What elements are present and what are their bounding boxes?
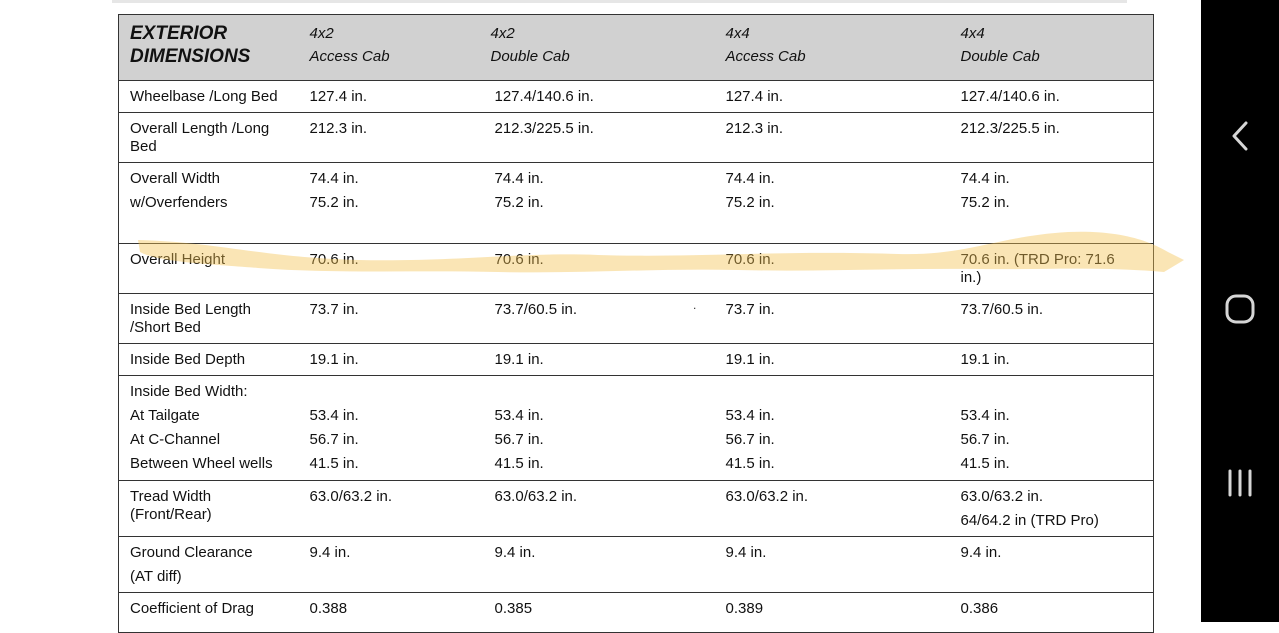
cell-value: 0.389 [725,592,961,633]
cell-value: 73.7/60.5 in. [960,293,1154,344]
cell-value: 9.4 in. [960,536,1154,593]
cell-value: 212.3/225.5 in. [960,112,1154,163]
row-label: Overall Height [118,243,310,294]
cell-value: 9.4 in. [309,536,491,593]
home-icon [1225,294,1255,324]
cell-value: 0.386 [960,592,1154,633]
cell-value: 74.4 in. 75.2 in. [960,162,1154,244]
table-row: Overall Height 70.6 in. 70.6 in. 70.6 in… [118,243,1154,294]
home-button[interactable] [1201,286,1279,332]
back-button[interactable] [1201,113,1279,159]
cell-value: 63.0/63.2 in. 64/64.2 in (TRD Pro) [960,480,1154,537]
cell-value: 74.4 in. 75.2 in. [725,162,961,244]
cell-value: 9.4 in. [725,536,961,593]
cell-value: 73.7 in. [309,293,491,344]
cell-value: 53.4 in. 56.7 in. 41.5 in. [960,375,1154,481]
cell-value: 127.4 in. [309,80,491,113]
cell-value: 70.6 in. [725,243,961,294]
cell-value: 127.4/140.6 in. [960,80,1154,113]
row-label: Tread Width (Front/Rear) [118,480,310,537]
table-row: Overall Length /Long Bed 212.3 in. 212.3… [118,112,1154,163]
cell-value: 73.7 in. [725,293,961,344]
column-header: 4x4 Access Cab [725,14,961,81]
column-header: 4x4 Double Cab [960,14,1154,81]
exterior-dimensions-table: EXTERIOR DIMENSIONS 4x2 Access Cab 4x2 D… [118,14,1154,633]
table-row: Tread Width (Front/Rear) 63.0/63.2 in. 6… [118,480,1154,537]
cell-value: 63.0/63.2 in. [309,480,491,537]
cell-value: 0.385 [490,592,726,633]
cell-value: 70.6 in. [490,243,726,294]
cell-value: 19.1 in. [309,343,491,376]
cell-value: 212.3 in. [725,112,961,163]
page-top-divider [112,0,1127,3]
cell-value: 70.6 in. [309,243,491,294]
system-nav-bar [1201,0,1279,622]
row-label: Overall Width w/Overfenders [118,162,310,244]
cell-value: 73.7/60.5 in. [490,293,726,344]
table-header-row: EXTERIOR DIMENSIONS 4x2 Access Cab 4x2 D… [118,14,1154,81]
row-label: Wheelbase /Long Bed [118,80,310,113]
cell-value: 53.4 in. 56.7 in. 41.5 in. [309,375,491,481]
cell-value: 53.4 in. 56.7 in. 41.5 in. [725,375,961,481]
cell-value: 127.4 in. [725,80,961,113]
column-header: 4x2 Access Cab [309,14,491,81]
table-title: EXTERIOR DIMENSIONS [118,14,310,81]
cell-value: 212.3 in. [309,112,491,163]
cell-value: 19.1 in. [725,343,961,376]
recent-apps-button[interactable] [1201,460,1279,506]
stray-mark: . [693,298,697,312]
table-row: Wheelbase /Long Bed 127.4 in. 127.4/140.… [118,80,1154,113]
cell-value: 0.388 [309,592,491,633]
row-label: Inside Bed Depth [118,343,310,376]
row-label: Coefficient of Drag [118,592,310,633]
back-icon [1232,121,1248,151]
row-label: Inside Bed Width: At Tailgate At C-Chann… [118,375,310,481]
cell-value: 19.1 in. [490,343,726,376]
cell-value: 74.4 in. 75.2 in. [309,162,491,244]
cell-value: 53.4 in. 56.7 in. 41.5 in. [490,375,726,481]
row-label: Inside Bed Length /Short Bed [118,293,310,344]
table-row: Ground Clearance (AT diff) 9.4 in. 9.4 i… [118,536,1154,593]
table-row: Inside Bed Depth 19.1 in. 19.1 in. 19.1 … [118,343,1154,376]
cell-value: 19.1 in. [960,343,1154,376]
table-row: Inside Bed Length /Short Bed 73.7 in. 73… [118,293,1154,344]
cell-value: 63.0/63.2 in. [490,480,726,537]
cell-value: 70.6 in. (TRD Pro: 71.6 in.) [960,243,1154,294]
row-label: Ground Clearance (AT diff) [118,536,310,593]
column-header: 4x2 Double Cab [490,14,726,81]
cell-value: 9.4 in. [490,536,726,593]
cell-value: 74.4 in. 75.2 in. [490,162,726,244]
cell-value: 127.4/140.6 in. [490,80,726,113]
document-page: EXTERIOR DIMENSIONS 4x2 Access Cab 4x2 D… [112,0,1184,633]
table-row: Overall Width w/Overfenders 74.4 in. 75.… [118,162,1154,244]
cell-value: 63.0/63.2 in. [725,480,961,537]
table-row: Coefficient of Drag 0.388 0.385 0.389 0.… [118,592,1154,633]
cell-value: 212.3/225.5 in. [490,112,726,163]
row-label: Overall Length /Long Bed [118,112,310,163]
table-row: Inside Bed Width: At Tailgate At C-Chann… [118,375,1154,481]
recent-apps-icon [1228,469,1252,497]
